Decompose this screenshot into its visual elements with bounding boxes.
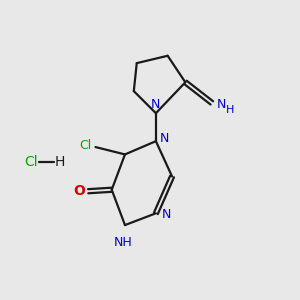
Text: N: N	[161, 208, 171, 221]
Text: N: N	[160, 132, 169, 145]
Text: Cl: Cl	[80, 139, 92, 152]
Text: N: N	[150, 98, 160, 111]
Text: N: N	[216, 98, 226, 111]
Text: Cl: Cl	[24, 155, 38, 169]
Text: H: H	[54, 155, 65, 169]
Text: NH: NH	[114, 236, 133, 249]
Text: O: O	[74, 184, 85, 198]
Text: H: H	[226, 105, 234, 115]
